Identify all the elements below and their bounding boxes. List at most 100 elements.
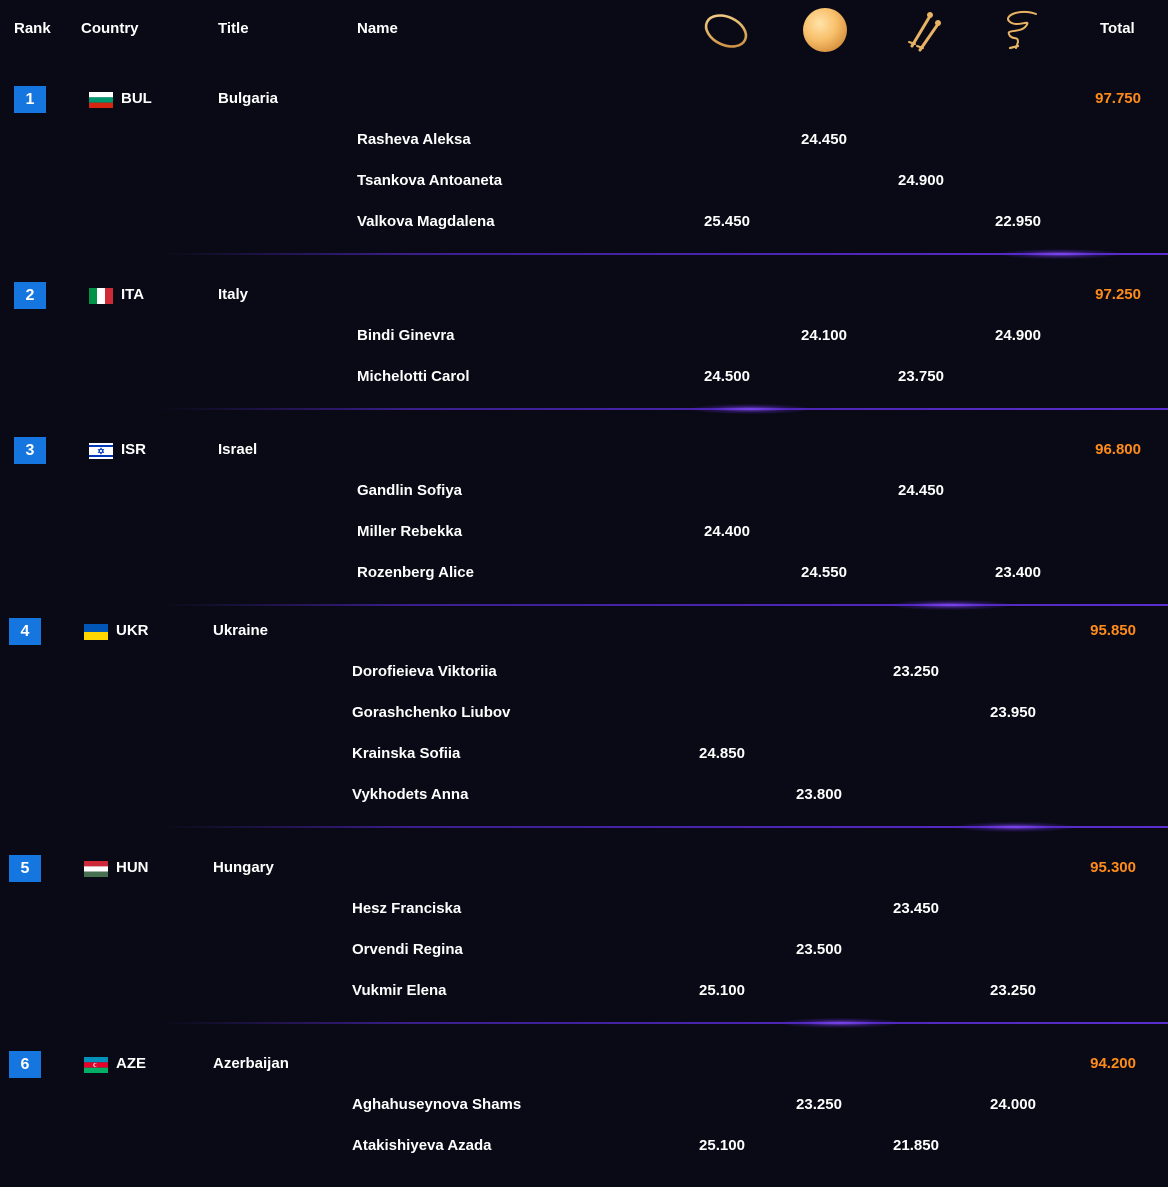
athlete-name[interactable]: Miller Rebekka [357,523,463,540]
country-flag-icon [89,288,113,304]
athlete-name[interactable]: Tsankova Antoaneta [357,172,503,189]
country-code: HUN [116,859,149,876]
athlete-row: Rasheva Aleksa 24.450 [0,131,1168,151]
athlete-name[interactable]: Krainska Sofiia [352,745,461,762]
clubs-score: 24.450 [898,482,944,499]
athlete-row: Atakishiyeva Azada 25.100 21.850 [0,1137,1168,1157]
separator-glow [690,404,810,414]
rank-badge: 3 [14,437,46,464]
hoop-score: 25.100 [699,1137,745,1154]
athlete-name[interactable]: Michelotti Carol [357,368,470,385]
country-flag-icon [89,443,113,459]
team-title: Ukraine [213,622,269,639]
ball-score: 23.500 [796,941,842,958]
athlete-name[interactable]: Atakishiyeva Azada [352,1137,492,1154]
ribbon-icon[interactable] [996,6,1044,58]
country-code: ISR [121,441,147,458]
country-flag-icon [89,92,113,108]
group-separator [160,253,1168,255]
athlete-name[interactable]: Gorashchenko Liubov [352,704,511,721]
ball-icon[interactable] [801,6,849,58]
team-title: Azerbaijan [213,1055,289,1072]
team-group: 6 AZE Azerbaijan 94.200 Aghahuseynova Shams 2… [0,1050,1168,1187]
athlete-name[interactable]: Aghahuseynova Shams [352,1096,522,1113]
ball-score: 23.800 [796,786,842,803]
team-total: 97.250 [1095,286,1141,303]
athlete-row: Aghahuseynova Shams 23.250 24.000 [0,1096,1168,1116]
country-code: AZE [116,1055,146,1072]
hoop-score: 24.400 [704,523,750,540]
athlete-row: Miller Rebekka 24.400 [0,523,1168,543]
team-total: 97.750 [1095,90,1141,107]
team-group: 2 ITA Italy 97.250 Bindi Ginevra 24.100 24.900… [0,281,1168,418]
hoop-score: 24.850 [699,745,745,762]
ball-score: 23.250 [796,1096,842,1113]
team-group: 4 UKR Ukraine 95.850 Dorofieieva Viktoriia 23… [0,617,1168,836]
athlete-row: Gorashchenko Liubov 23.950 [0,704,1168,724]
group-separator [160,604,1168,606]
rank-badge: 5 [9,855,41,882]
ball-score: 24.550 [801,564,847,581]
title-column-header[interactable]: Title [218,20,249,37]
rank-badge: 6 [9,1051,41,1078]
country-code: BUL [121,90,152,107]
hoop-score: 25.100 [699,982,745,999]
ball-score: 24.450 [801,131,847,148]
clubs-score: 24.900 [898,172,944,189]
athlete-row: Dorofieieva Viktoriia 23.250 [0,663,1168,683]
hoop-icon[interactable] [702,6,750,58]
team-title: Italy [218,286,249,303]
ribbon-score: 23.950 [990,704,1036,721]
team-group: 3 ISR Israel 96.800 Gandlin Sofiya 24.450 Mill… [0,436,1168,614]
team-total: 96.800 [1095,441,1141,458]
separator-glow [780,1018,900,1028]
country-flag-icon [84,861,108,877]
group-separator [160,408,1168,410]
name-column-header[interactable]: Name [357,20,398,37]
athlete-name[interactable]: Hesz Franciska [352,900,462,917]
athlete-row: Krainska Sofiia 24.850 [0,745,1168,765]
country-flag-icon [84,1057,108,1073]
clubs-score: 21.850 [893,1137,939,1154]
clubs-icon[interactable] [898,6,946,58]
athlete-name[interactable]: Rasheva Aleksa [357,131,471,148]
athlete-name[interactable]: Vykhodets Anna [352,786,469,803]
team-group: 1 BUL Bulgaria 97.750 Rasheva Aleksa 24.450 Ts… [0,85,1168,263]
ribbon-score: 24.000 [990,1096,1036,1113]
athlete-row: Bindi Ginevra 24.100 24.900 [0,327,1168,347]
team-group: 5 HUN Hungary 95.300 Hesz Franciska 23.450 Orv… [0,854,1168,1032]
rank-badge: 1 [14,86,46,113]
country-code: ITA [121,286,145,303]
ribbon-score: 22.950 [995,213,1041,230]
hoop-score: 25.450 [704,213,750,230]
ribbon-score: 24.900 [995,327,1041,344]
rank-badge: 4 [9,618,41,645]
team-total: 94.200 [1090,1055,1136,1072]
athlete-name[interactable]: Dorofieieva Viktoriia [352,663,497,680]
results-table-header: Rank Country Title Name [0,0,1168,60]
ribbon-score: 23.250 [990,982,1036,999]
athlete-name[interactable]: Rozenberg Alice [357,564,474,581]
athlete-name[interactable]: Orvendi Regina [352,941,463,958]
hoop-score: 24.500 [704,368,750,385]
athlete-name[interactable]: Gandlin Sofiya [357,482,463,499]
athlete-row: Tsankova Antoaneta 24.900 [0,172,1168,192]
team-total: 95.300 [1090,859,1136,876]
ribbon-score: 23.400 [995,564,1041,581]
athlete-name[interactable]: Bindi Ginevra [357,327,455,344]
team-total: 95.850 [1090,622,1136,639]
clubs-score: 23.750 [898,368,944,385]
total-column-header[interactable]: Total [1100,20,1135,37]
team-title: Hungary [213,859,274,876]
athlete-row: Vukmir Elena 25.100 23.250 [0,982,1168,1002]
athlete-name[interactable]: Vukmir Elena [352,982,447,999]
athlete-name[interactable]: Valkova Magdalena [357,213,495,230]
rank-column-header[interactable]: Rank [14,20,51,37]
country-column-header[interactable]: Country [81,20,139,37]
clubs-score: 23.450 [893,900,939,917]
athlete-row: Vykhodets Anna 23.800 [0,786,1168,806]
team-title: Israel [218,441,258,458]
athlete-row: Rozenberg Alice 24.550 23.400 [0,564,1168,584]
group-separator [160,1022,1168,1024]
rank-badge: 2 [14,282,46,309]
